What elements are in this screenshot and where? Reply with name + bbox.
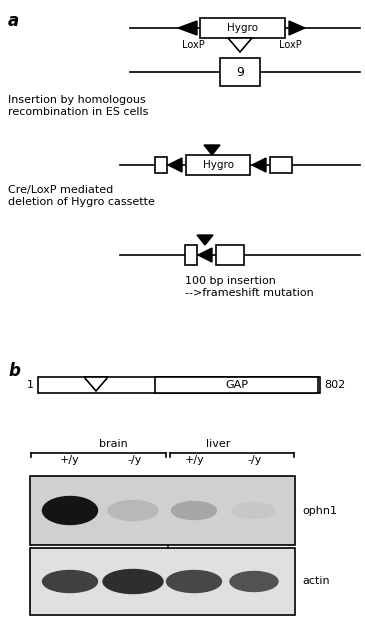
Text: LoxP: LoxP: [182, 40, 204, 50]
Polygon shape: [178, 21, 197, 35]
Text: brain: brain: [99, 439, 127, 449]
Text: 100 bp insertion
-->frameshift mutation: 100 bp insertion -->frameshift mutation: [185, 276, 314, 298]
Polygon shape: [198, 248, 212, 262]
Text: 9: 9: [236, 65, 244, 79]
Polygon shape: [197, 235, 213, 245]
Bar: [200, 18, 285, 38]
Text: Insertion by homologous
recombination in ES cells: Insertion by homologous recombination in…: [8, 95, 149, 116]
Ellipse shape: [103, 569, 163, 594]
Text: LoxP: LoxP: [278, 40, 301, 50]
Text: liver: liver: [206, 439, 230, 449]
Bar: [186, 155, 250, 175]
Text: 1: 1: [27, 380, 34, 390]
Polygon shape: [84, 377, 108, 391]
Ellipse shape: [108, 501, 158, 521]
Text: +/y: +/y: [60, 455, 80, 465]
Bar: [220, 58, 260, 86]
Text: Cre/LoxP mediated
deletion of Hygro cassette: Cre/LoxP mediated deletion of Hygro cass…: [8, 185, 155, 206]
Polygon shape: [228, 38, 252, 52]
Ellipse shape: [166, 571, 222, 593]
Polygon shape: [204, 145, 220, 155]
Bar: [30, 476, 295, 545]
Bar: [185, 245, 197, 265]
Text: GAP: GAP: [225, 380, 248, 390]
Polygon shape: [289, 21, 305, 35]
Polygon shape: [252, 158, 266, 172]
Polygon shape: [168, 158, 182, 172]
Ellipse shape: [42, 571, 97, 593]
Bar: [155, 157, 167, 173]
Text: -/y: -/y: [248, 455, 262, 465]
Text: +/y: +/y: [185, 455, 205, 465]
Bar: [155, 377, 318, 393]
Bar: [30, 548, 295, 615]
Bar: [38, 377, 320, 393]
Text: actin: actin: [302, 577, 330, 586]
Bar: [270, 157, 292, 173]
Bar: [216, 245, 244, 265]
Text: Hygro: Hygro: [203, 160, 234, 170]
Text: 802: 802: [324, 380, 345, 390]
Text: -/y: -/y: [128, 455, 142, 465]
Text: a: a: [8, 12, 19, 30]
Text: ophn1: ophn1: [302, 506, 337, 516]
Text: Hygro: Hygro: [227, 23, 258, 33]
Ellipse shape: [233, 503, 275, 518]
Text: b: b: [8, 362, 20, 380]
Ellipse shape: [172, 501, 216, 520]
Ellipse shape: [42, 496, 97, 525]
Ellipse shape: [230, 572, 278, 591]
